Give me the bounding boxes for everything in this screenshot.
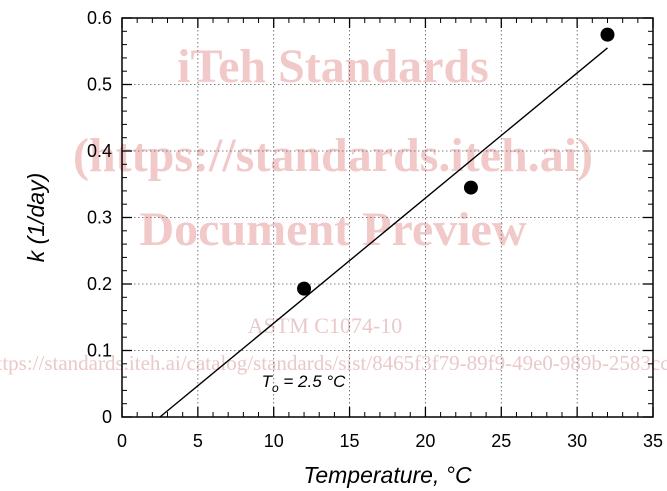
y-tick-label: 0.5 (87, 75, 112, 95)
data-point (463, 180, 478, 195)
x-axis-title: Temperature, °C (303, 462, 472, 488)
series-layer (159, 27, 615, 418)
x-tick-label: 5 (193, 431, 203, 451)
annotation-value: = 2.5 °C (279, 372, 347, 391)
annotation-main: T (262, 372, 274, 391)
annotation-subscript: o (272, 381, 279, 395)
watermark-line5: https://standards.iteh.ai/catalog/standa… (0, 351, 667, 375)
watermark-line2: (https://standards.iteh.ai) (73, 129, 593, 182)
gridlines (122, 18, 653, 417)
y-tick-label: 0.4 (87, 141, 112, 161)
watermark-line4: ASTM C1074-10 (248, 313, 403, 338)
data-point (297, 281, 312, 296)
x-tick-label: 0 (117, 431, 127, 451)
watermark-line1: iTeh Standards (177, 40, 489, 93)
y-axis-title: k (1/day) (23, 173, 49, 262)
minor-ticks (122, 18, 653, 417)
x-tick-label: 25 (491, 431, 511, 451)
y-axis-ticks: 0 0.1 0.2 0.3 0.4 0.5 0.6 (87, 8, 653, 427)
y-tick-label: 0.2 (87, 274, 112, 294)
y-tick-label: 0.1 (87, 341, 112, 361)
x-tick-label: 10 (264, 431, 284, 451)
watermark: iTeh Standards (https://standards.iteh.a… (0, 40, 667, 375)
x-tick-label: 30 (567, 431, 587, 451)
fit-annotation: To = 2.5 °C (262, 372, 347, 395)
watermark-line3: Document Preview (140, 203, 527, 256)
data-point (600, 27, 615, 42)
y-tick-label: 0 (102, 407, 112, 427)
fit-line (159, 47, 608, 418)
y-tick-label: 0.3 (87, 208, 112, 228)
x-tick-label: 15 (340, 431, 360, 451)
x-tick-label: 35 (643, 431, 663, 451)
x-tick-label: 20 (415, 431, 435, 451)
y-tick-label: 0.6 (87, 8, 112, 28)
x-axis-ticks: 0 5 10 15 20 25 30 35 (117, 18, 663, 451)
